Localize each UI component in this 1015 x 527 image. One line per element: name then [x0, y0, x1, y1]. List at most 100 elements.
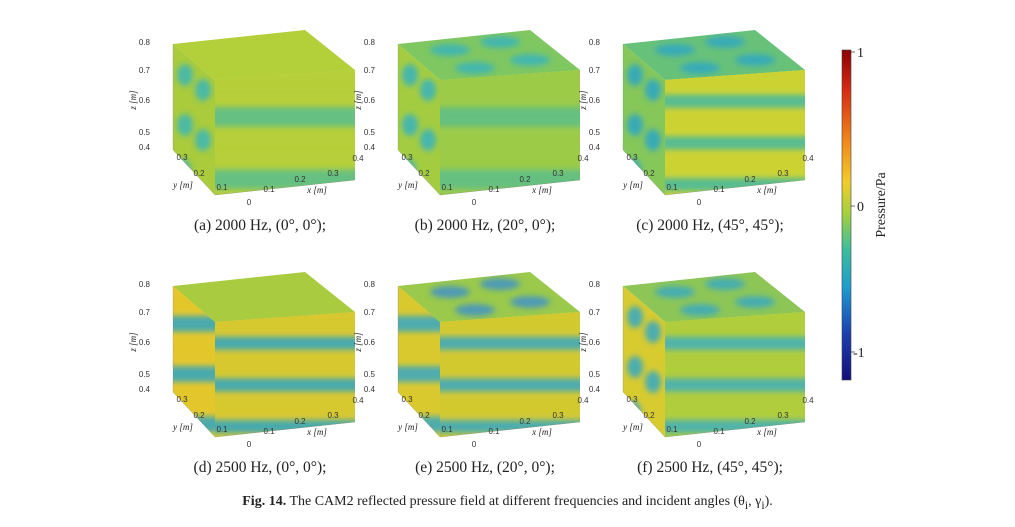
x-tick: 0.4 — [802, 154, 814, 163]
y-tick: 0.1 — [666, 183, 678, 192]
x-axis-label: x [m] — [306, 427, 327, 437]
x-tick: 0 — [247, 440, 252, 449]
cube-front-face — [398, 44, 440, 195]
z-tick: 0.6 — [364, 338, 376, 347]
x-tick: 0.4 — [802, 396, 814, 405]
colorbar-tick-zero: 0 — [857, 200, 864, 215]
cube-top-face — [623, 30, 805, 80]
z-axis-label: z [m] — [353, 90, 363, 111]
z-tick: 0.7 — [589, 308, 601, 317]
x-tick: 0 — [472, 198, 477, 207]
cube-front-face — [623, 286, 665, 437]
colorbar: 1 0 -1 Pressure/Pa — [841, 46, 889, 381]
cube-top-face — [623, 272, 805, 322]
x-tick: 0.1 — [713, 427, 725, 436]
z-tick: 0.5 — [139, 128, 151, 137]
z-tick: 0.5 — [364, 128, 376, 137]
z-tick: 0.6 — [589, 338, 601, 347]
z-axis-label: z [m] — [128, 90, 138, 111]
z-axis-label: z [m] — [128, 332, 138, 353]
z-tick: 0.4 — [139, 143, 151, 152]
x-tick: 0.4 — [577, 154, 589, 163]
x-axis-label: x [m] — [531, 185, 552, 195]
panel-c: 0.8 0.7 0.6 0.5 0.4 z [m] 0.3 0.2 0.1 y [m] 0 0.1 0.… — [578, 30, 814, 234]
z-tick: 0.8 — [589, 280, 601, 289]
x-tick: 0.1 — [263, 185, 275, 194]
z-tick: 0.4 — [364, 143, 376, 152]
z-tick: 0.8 — [139, 280, 151, 289]
caption-end: ). — [764, 494, 773, 509]
x-axis-label: x [m] — [756, 427, 777, 437]
y-axis-label: y [m] — [397, 422, 418, 432]
panel-caption: (e) 2500 Hz, (20°, 0°); — [415, 459, 555, 476]
cube-top-face — [173, 30, 355, 80]
z-tick: 0.5 — [364, 370, 376, 379]
z-tick: 0.7 — [139, 66, 151, 75]
y-tick: 0.3 — [176, 153, 188, 162]
caption-sub-2: i — [761, 498, 765, 512]
x-tick: 0.3 — [777, 169, 789, 178]
y-axis-label: y [m] — [622, 180, 643, 190]
x-tick: 0.2 — [519, 175, 531, 184]
x-tick: 0.2 — [744, 175, 756, 184]
colorbar-title: Pressure/Pa — [874, 172, 889, 238]
y-tick: 0.2 — [643, 169, 655, 178]
y-tick: 0.3 — [176, 395, 188, 404]
figure-caption: Fig. 14. The CAM2 reflected pressure fie… — [0, 494, 1015, 512]
panel-caption: (d) 2500 Hz, (0°, 0°); — [194, 459, 327, 476]
z-tick: 0.7 — [139, 308, 151, 317]
z-tick: 0.8 — [589, 38, 601, 47]
y-tick: 0.2 — [193, 411, 205, 420]
y-tick: 0.3 — [401, 153, 413, 162]
z-axis-label: z [m] — [578, 332, 588, 353]
cube-side-face — [440, 70, 580, 195]
y-axis-label: y [m] — [397, 180, 418, 190]
x-tick: 0 — [247, 198, 252, 207]
y-tick: 0.2 — [193, 169, 205, 178]
y-tick: 0.3 — [626, 153, 638, 162]
axes: 0.8 0.7 0.6 0.5 0.4 z [m] 0.3 0.2 0.1 y [m] 0 0.1 0.… — [353, 280, 589, 449]
z-tick: 0.8 — [139, 38, 151, 47]
panel-caption: (c) 2000 Hz, (45°, 45°); — [636, 217, 784, 234]
cube-top-face — [398, 272, 580, 322]
x-tick: 0.1 — [488, 427, 500, 436]
axes: 0.8 0.7 0.6 0.5 0.4 z [m] 0.3 0.2 0.1 y [m] 0 0.1 0.… — [128, 280, 364, 449]
z-tick: 0.6 — [589, 96, 601, 105]
z-tick: 0.6 — [139, 338, 151, 347]
axes: 0.8 0.7 0.6 0.5 0.4 z [m] 0.3 0.2 0.1 y [m] 0 0.1 0.… — [578, 38, 814, 207]
y-axis-label: y [m] — [172, 422, 193, 432]
z-tick: 0.7 — [364, 66, 376, 75]
x-tick: 0.1 — [713, 185, 725, 194]
x-tick: 0.1 — [488, 185, 500, 194]
x-tick: 0.4 — [352, 154, 364, 163]
x-tick: 0.1 — [263, 427, 275, 436]
x-tick: 0.3 — [327, 169, 339, 178]
panel-f: 0.8 0.7 0.6 0.5 0.4 z [m] 0.3 0.2 0.1 y [m] 0 0.1 0.… — [578, 272, 814, 476]
panel-b: 0.8 0.7 0.6 0.5 0.4 z [m] 0.3 0.2 0.1 y [m] 0 0.1 0.… — [353, 30, 589, 234]
z-tick: 0.7 — [589, 66, 601, 75]
x-tick: 0.3 — [552, 411, 564, 420]
x-tick: 0.3 — [552, 169, 564, 178]
z-tick: 0.6 — [364, 96, 376, 105]
panel-e: 0.8 0.7 0.6 0.5 0.4 z [m] 0.3 0.2 0.1 y [m] 0 0.1 0.… — [353, 272, 589, 476]
cube-side-face — [440, 312, 580, 437]
y-tick: 0.3 — [401, 395, 413, 404]
y-tick: 0.3 — [626, 395, 638, 404]
axes: 0.8 0.7 0.6 0.5 0.4 z [m] 0.3 0.2 0.1 y [m] 0 0.1 0.… — [578, 280, 814, 449]
panel-caption: (b) 2000 Hz, (20°, 0°); — [415, 217, 556, 234]
x-axis-label: x [m] — [756, 185, 777, 195]
z-tick: 0.4 — [589, 143, 601, 152]
z-tick: 0.4 — [139, 385, 151, 394]
x-axis-label: x [m] — [306, 185, 327, 195]
z-tick: 0.5 — [139, 370, 151, 379]
z-axis-label: z [m] — [578, 90, 588, 111]
z-tick: 0.4 — [589, 385, 601, 394]
cube-front-face — [623, 44, 665, 195]
figure-number: Fig. 14. — [242, 494, 287, 509]
caption-sub-1: i — [744, 498, 749, 512]
cube-side-face — [665, 312, 805, 437]
panel-a: 0.8 0.7 0.6 0.5 0.4 z [m] 0.3 0.2 0.1 y [m] 0 0.1 0.… — [128, 30, 364, 234]
y-tick: 0.1 — [441, 425, 453, 434]
axes: 0.8 0.7 0.6 0.5 0.4 z [m] 0.3 0.2 0.1 y [m] 0 0.1 0.… — [353, 38, 589, 207]
